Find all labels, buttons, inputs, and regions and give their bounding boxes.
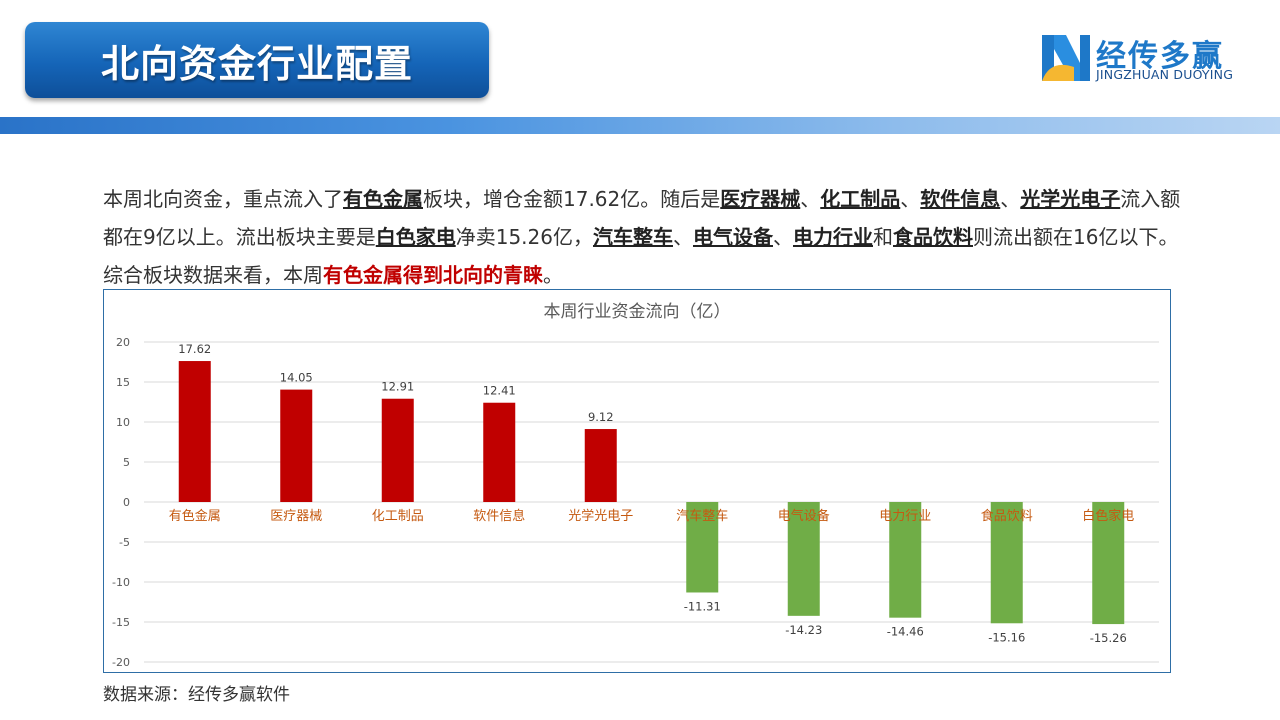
page-title: 北向资金行业配置 — [100, 41, 413, 86]
y-tick-label: 5 — [123, 456, 130, 469]
summary-text: 板块，增仓金额17.62亿。随后是 — [423, 187, 721, 211]
brand-logo: 经传多赢 JINGZHUAN DUOYING — [1040, 33, 1270, 83]
summary-highlight: 白色家电 — [375, 225, 456, 249]
fund-flow-chart: 本周行业资金流向（亿） 20 15 10 5 0 -5 -10 -15 -20 17.62 有色金属 1… — [103, 289, 1171, 673]
summary-highlight: 有色金属 — [343, 187, 423, 211]
x-category-label: 电力行业 — [879, 509, 931, 524]
y-tick-label: -10 — [112, 576, 130, 589]
x-category-label: 医疗器械 — [270, 509, 322, 524]
summary-text: 和 — [873, 225, 893, 249]
x-category-label: 有色金属 — [169, 508, 221, 524]
summary-text: 、 — [1000, 187, 1021, 211]
summary-text: 。 — [543, 263, 563, 287]
data-label: -11.31 — [684, 599, 721, 613]
data-label: -15.16 — [988, 630, 1025, 644]
bar — [990, 502, 1023, 624]
y-tick-label: -15 — [112, 616, 130, 629]
bar — [787, 502, 820, 616]
x-category-label: 光学光电子 — [568, 508, 633, 524]
summary-text: 、 — [900, 187, 921, 211]
data-label: 14.05 — [280, 371, 313, 385]
y-tick-label: -20 — [112, 656, 130, 669]
chart-title: 本周行业资金流向（亿） — [544, 302, 731, 322]
bar — [686, 502, 719, 593]
chart-canvas: 本周行业资金流向（亿） 20 15 10 5 0 -5 -10 -15 -20 17.62 有色金属 1… — [112, 302, 1159, 669]
summary-text: 、 — [673, 225, 693, 249]
summary-text: 则流出额在16亿以下。综合板块数据来看，本周 — [103, 225, 1179, 287]
logo-chinese-text: 经传多赢 — [1096, 39, 1224, 74]
summary-highlight: 医疗器械 — [720, 187, 801, 211]
summary-highlight: 电力行业 — [793, 225, 873, 249]
logo-mark-icon — [1042, 35, 1090, 81]
data-source: 数据来源：经传多赢软件 — [103, 685, 290, 705]
summary-text: 、 — [773, 225, 793, 249]
logo-english-text: JINGZHUAN DUOYING — [1096, 67, 1234, 82]
data-label: -14.23 — [785, 623, 822, 637]
data-label: -15.26 — [1090, 631, 1127, 645]
summary-highlight: 食品饮料 — [893, 225, 973, 249]
summary-conclusion: 有色金属得到北向的青睐 — [323, 263, 543, 287]
y-tick-label: 20 — [116, 336, 130, 349]
summary-paragraph: 本周北向资金，重点流入了有色金属板块，增仓金额17.62亿。随后是医疗器械、化工… — [103, 180, 1183, 294]
bar — [381, 398, 414, 502]
summary-highlight: 化工制品 — [820, 187, 901, 211]
summary-text: 本周北向资金，重点流入了 — [103, 187, 343, 211]
bar — [1092, 502, 1125, 625]
x-category-label: 汽车整车 — [676, 508, 728, 524]
title-banner: 北向资金行业配置 — [25, 22, 489, 98]
data-label: 9.12 — [588, 410, 614, 424]
data-label: 12.91 — [381, 380, 414, 394]
summary-highlight: 汽车整车 — [593, 225, 673, 249]
data-label: -14.46 — [887, 625, 924, 639]
y-tick-label: 0 — [123, 496, 130, 509]
x-category-label: 软件信息 — [473, 508, 525, 524]
data-label: 17.62 — [178, 342, 211, 356]
bar — [280, 389, 313, 502]
bar — [483, 402, 516, 502]
bar — [889, 502, 922, 618]
data-label: 12.41 — [483, 384, 516, 398]
summary-highlight: 软件信息 — [920, 187, 1001, 211]
summary-highlight: 光学光电子 — [1020, 187, 1121, 211]
y-tick-label: 15 — [116, 376, 130, 389]
bar — [178, 361, 211, 502]
y-tick-label: -5 — [119, 536, 130, 549]
summary-text: 流入额都在9亿以上。流出板块主要是 — [103, 187, 1181, 249]
y-tick-label: 10 — [116, 416, 130, 429]
header-gradient-band — [0, 117, 1280, 134]
x-category-label: 化工制品 — [372, 509, 424, 524]
summary-highlight: 电气设备 — [693, 225, 773, 249]
bar — [584, 429, 617, 502]
x-category-label: 食品饮料 — [981, 508, 1033, 524]
x-category-label: 电气设备 — [778, 508, 830, 524]
summary-text: 、 — [800, 187, 821, 211]
x-category-label: 白色家电 — [1082, 508, 1134, 524]
summary-text: 净卖15.26亿， — [455, 225, 593, 249]
